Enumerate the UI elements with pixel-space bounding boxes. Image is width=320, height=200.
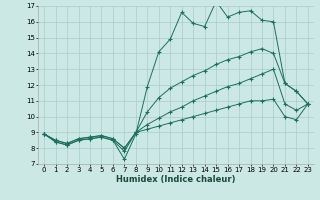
X-axis label: Humidex (Indice chaleur): Humidex (Indice chaleur): [116, 175, 236, 184]
